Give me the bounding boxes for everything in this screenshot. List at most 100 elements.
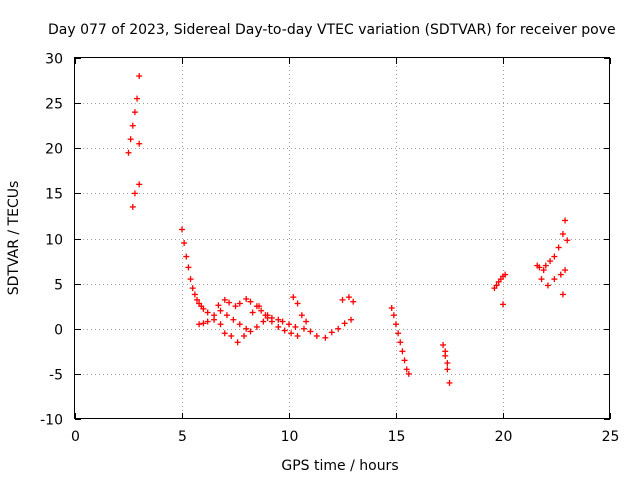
data-point [303,318,310,325]
data-point [183,253,190,260]
data-point [189,285,196,292]
data-point [444,360,451,367]
data-point [275,323,282,330]
data-point [125,149,132,156]
data-point [292,323,299,330]
data-point [393,321,399,328]
y-axis-ticks: -10 -5 0 5 10 15 20 25 30 [40,52,610,429]
data-point [241,332,248,339]
data-point [502,271,509,278]
data-point [341,320,348,327]
data-point [204,309,211,316]
data-point [185,264,192,271]
data-point [562,267,569,274]
data-point [538,276,545,283]
data-point [294,300,301,307]
data-point [247,298,254,305]
data-point [288,330,295,337]
data-point [322,334,329,341]
data-point [345,294,352,301]
data-point [134,95,141,102]
data-point [131,190,138,197]
data-point [236,321,243,328]
data-point [217,307,224,314]
data-point [234,339,241,346]
data-point [440,341,447,348]
data-point [136,140,143,147]
data-point [559,291,566,298]
y-tick-label: 30 [45,52,63,68]
data-point [555,244,562,251]
data-point [193,296,200,303]
data-point [557,271,564,278]
data-point [215,302,222,309]
y-tick-label: 20 [45,142,63,158]
data-point [260,318,267,325]
data-point [243,295,250,302]
data-point [221,330,228,337]
data-point [328,329,335,336]
data-point [187,276,194,283]
data-point [200,305,207,312]
data-point [226,299,233,306]
y-tick-label: 0 [54,323,63,339]
x-tick-label: 15 [388,429,406,445]
data-point [403,366,410,373]
data-point [196,321,203,328]
data-point [129,203,136,210]
data-point [300,325,307,332]
data-point [405,370,412,377]
data-point [221,296,228,303]
data-point [500,301,506,308]
data-point [131,109,138,116]
data-point [228,332,235,339]
x-tick-label: 5 [178,429,187,445]
data-point [446,379,453,386]
data-point [559,230,566,237]
data-point [223,312,230,319]
data-point [230,316,237,323]
data-point [399,348,406,355]
data-point [350,298,357,305]
data-point [536,264,543,271]
data-point [339,296,346,303]
data-point [551,253,558,260]
data-point [217,321,224,328]
data-point [395,330,402,337]
data-point [236,300,243,307]
data-point [268,318,275,325]
data-point [249,309,256,316]
data-point [136,73,143,80]
data-point [275,316,282,323]
y-tick-label: -5 [49,368,63,384]
data-point [540,267,547,274]
data-point [397,339,404,346]
data-point [191,291,198,298]
data-point [551,276,558,283]
y-tick-label: 15 [45,187,63,203]
data-point [290,294,297,301]
data-point [279,318,286,325]
data-point [262,312,269,319]
data-point [493,282,500,289]
data-point [401,357,408,364]
data-point [181,240,188,247]
data-point [179,226,185,233]
y-tick-label: 5 [54,278,63,294]
x-tick-label: 10 [281,429,299,445]
data-point [286,321,292,328]
plot-frame [74,57,610,419]
data-point [547,258,554,265]
x-axis-ticks: 0 5 10 15 20 25 [71,58,619,445]
x-tick-label: 0 [71,429,80,445]
chart-title: Day 077 of 2023, Sidereal Day-to-day VTE… [48,22,616,38]
data-point [313,332,320,339]
x-axis-label: GPS time / hours [281,458,398,474]
data-points [125,73,571,386]
x-tick-label: 20 [495,429,513,445]
data-point [298,312,305,319]
grid [75,58,610,419]
data-point [136,181,143,188]
data-point [544,282,551,289]
